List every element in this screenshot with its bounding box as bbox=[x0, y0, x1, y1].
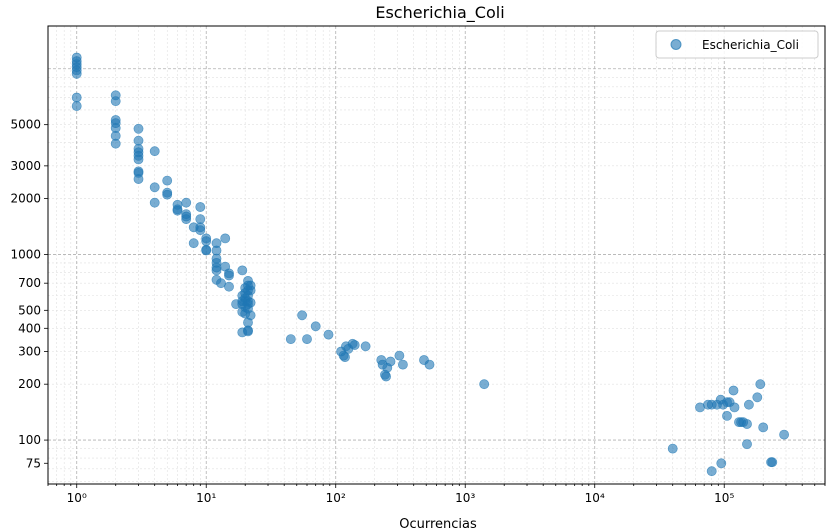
data-point bbox=[424, 359, 435, 370]
data-point bbox=[172, 205, 183, 216]
x-tick-label: 10⁰ bbox=[67, 491, 87, 505]
data-point bbox=[237, 265, 248, 276]
data-point bbox=[133, 123, 144, 134]
data-point bbox=[245, 297, 256, 308]
data-point bbox=[728, 385, 739, 396]
data-point bbox=[397, 359, 408, 370]
data-point bbox=[245, 310, 256, 321]
data-point bbox=[360, 341, 371, 352]
data-point bbox=[744, 399, 754, 410]
data-point bbox=[310, 321, 321, 332]
data-point bbox=[758, 422, 769, 433]
y-tick-label: 400 bbox=[18, 321, 41, 335]
x-tick-label: 10³ bbox=[455, 491, 475, 505]
data-point bbox=[742, 419, 752, 429]
y-tick-label: 300 bbox=[18, 345, 41, 359]
y-tick-label: 100 bbox=[18, 433, 41, 447]
data-point bbox=[162, 189, 173, 200]
data-point bbox=[767, 457, 778, 468]
y-tick-label: 75 bbox=[26, 456, 41, 470]
data-point bbox=[220, 233, 231, 244]
data-point bbox=[245, 285, 256, 296]
data-point bbox=[110, 96, 121, 106]
data-point bbox=[349, 340, 360, 350]
y-tick-label: 200 bbox=[18, 377, 41, 391]
data-point bbox=[722, 410, 732, 421]
x-tick-label: 10² bbox=[326, 491, 346, 505]
data-point bbox=[285, 334, 296, 344]
data-point bbox=[71, 92, 82, 103]
data-point bbox=[133, 135, 144, 146]
data-point bbox=[195, 202, 206, 212]
data-point bbox=[224, 270, 234, 281]
legend: Escherichia_Coli bbox=[655, 30, 819, 59]
data-point bbox=[381, 371, 391, 382]
x-axis: 10⁰ 10¹ 10² 10³ 10⁴ 10⁵ bbox=[47, 484, 826, 505]
legend-marker bbox=[670, 39, 682, 50]
minor-grid bbox=[47, 26, 826, 484]
data-point bbox=[755, 379, 766, 390]
data-point bbox=[195, 225, 206, 236]
data-point bbox=[71, 101, 82, 111]
data-point bbox=[195, 214, 206, 224]
data-point bbox=[340, 352, 350, 362]
data-point bbox=[110, 138, 121, 149]
data-point bbox=[224, 281, 234, 292]
y-tick-label: 1000 bbox=[10, 247, 41, 261]
y-tick-label: 5000 bbox=[10, 118, 41, 132]
data-point bbox=[133, 174, 144, 184]
data-point bbox=[479, 379, 490, 390]
data-point bbox=[201, 245, 212, 256]
y-axis: 75 100 200 300 400 500 700 1000 2000 3000 5000 bbox=[10, 118, 48, 470]
data-point bbox=[302, 334, 312, 344]
legend-box bbox=[655, 30, 819, 59]
data-point bbox=[716, 458, 727, 469]
y-tick-label: 2000 bbox=[10, 192, 41, 206]
data-point bbox=[181, 214, 192, 224]
data-point bbox=[243, 326, 253, 337]
x-tick-label: 10⁴ bbox=[585, 491, 605, 505]
data-point bbox=[394, 350, 405, 361]
legend-label: Escherichia_Coli bbox=[702, 38, 799, 52]
data-point bbox=[729, 402, 740, 413]
data-point bbox=[742, 439, 752, 450]
data-point bbox=[706, 466, 717, 477]
data-point bbox=[149, 146, 160, 157]
data-point bbox=[71, 68, 82, 79]
data-points bbox=[71, 52, 789, 477]
data-point bbox=[779, 429, 789, 440]
data-point bbox=[201, 236, 212, 246]
y-tick-label: 700 bbox=[18, 276, 41, 290]
data-point bbox=[297, 310, 307, 321]
x-tick-label: 10¹ bbox=[196, 491, 216, 505]
data-point bbox=[188, 238, 199, 249]
data-point bbox=[162, 175, 173, 186]
data-point bbox=[211, 265, 222, 276]
data-point bbox=[323, 329, 334, 340]
x-tick-label: 10⁵ bbox=[714, 491, 734, 505]
data-point bbox=[133, 154, 144, 165]
data-point bbox=[667, 443, 678, 454]
y-tick-label: 3000 bbox=[10, 159, 41, 173]
x-axis-label: Ocurrencias bbox=[399, 517, 477, 531]
chart-title: Escherichia_Coli bbox=[375, 3, 504, 23]
y-tick-label: 500 bbox=[18, 303, 41, 317]
data-point bbox=[385, 356, 396, 367]
data-point bbox=[752, 392, 763, 403]
data-point bbox=[181, 197, 192, 208]
data-point bbox=[149, 182, 160, 193]
data-point bbox=[149, 197, 160, 208]
